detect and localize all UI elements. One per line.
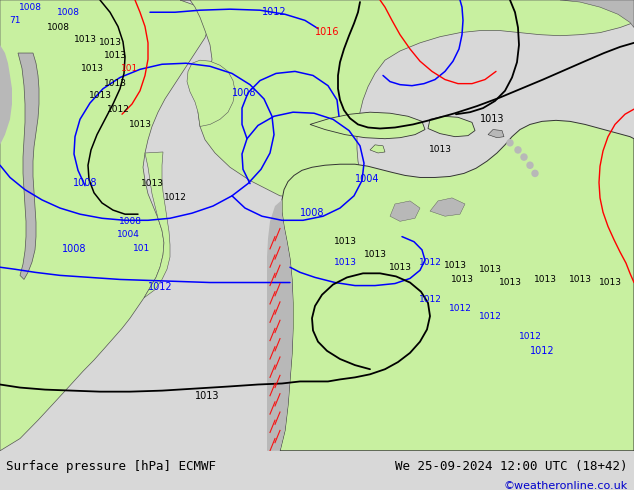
Circle shape: [521, 154, 527, 160]
Text: 1013: 1013: [479, 265, 501, 274]
Text: 1013: 1013: [389, 263, 411, 272]
Polygon shape: [180, 0, 634, 204]
Text: 1013: 1013: [129, 120, 152, 129]
Polygon shape: [187, 60, 235, 126]
Text: 101: 101: [133, 245, 151, 253]
Text: 1013: 1013: [480, 114, 505, 124]
Text: 1013: 1013: [451, 275, 474, 284]
Text: 1013: 1013: [81, 64, 103, 73]
Polygon shape: [390, 201, 420, 221]
Text: 1013: 1013: [333, 237, 356, 246]
Text: 1013: 1013: [363, 250, 387, 260]
Polygon shape: [0, 0, 210, 451]
Text: 1008: 1008: [232, 88, 257, 98]
Text: 1008: 1008: [119, 217, 141, 226]
Circle shape: [532, 171, 538, 176]
Text: 1008: 1008: [46, 23, 70, 32]
Polygon shape: [428, 116, 475, 137]
Text: 1013: 1013: [195, 391, 219, 401]
Text: 1012: 1012: [107, 105, 129, 114]
Circle shape: [527, 162, 533, 168]
Text: 1013: 1013: [103, 79, 127, 88]
Circle shape: [515, 147, 521, 153]
Text: 1012: 1012: [418, 295, 441, 304]
Text: 1013: 1013: [569, 275, 592, 284]
Polygon shape: [370, 145, 385, 153]
Text: 1013: 1013: [533, 275, 557, 284]
Text: 1004: 1004: [117, 230, 139, 239]
Polygon shape: [18, 53, 39, 279]
Polygon shape: [267, 200, 293, 451]
Text: 71: 71: [10, 16, 21, 25]
Text: 1012: 1012: [530, 346, 555, 356]
Text: 1012: 1012: [449, 303, 472, 313]
Text: 1008: 1008: [18, 2, 41, 12]
Text: We 25-09-2024 12:00 UTC (18+42): We 25-09-2024 12:00 UTC (18+42): [395, 460, 628, 473]
Text: 1012: 1012: [262, 7, 287, 17]
Text: Surface pressure [hPa] ECMWF: Surface pressure [hPa] ECMWF: [6, 460, 216, 473]
Text: 1013: 1013: [498, 278, 522, 287]
Text: 1013: 1013: [103, 50, 127, 60]
Text: 1016: 1016: [315, 26, 339, 37]
Text: 1013: 1013: [89, 91, 112, 100]
Text: 1008: 1008: [62, 244, 86, 254]
Text: 1012: 1012: [519, 332, 541, 341]
Polygon shape: [488, 129, 504, 138]
Text: 1013: 1013: [74, 35, 96, 44]
Text: 1013: 1013: [98, 38, 122, 48]
Text: 1013: 1013: [429, 146, 451, 154]
Text: 1008: 1008: [56, 8, 79, 17]
Polygon shape: [0, 45, 12, 145]
Text: 1013: 1013: [333, 258, 356, 267]
Polygon shape: [280, 121, 634, 451]
Text: 1012: 1012: [418, 258, 441, 267]
Text: 101: 101: [121, 64, 139, 73]
Polygon shape: [310, 112, 425, 139]
Text: 1013: 1013: [141, 179, 164, 188]
Text: 1013: 1013: [444, 261, 467, 270]
Text: ©weatheronline.co.uk: ©weatheronline.co.uk: [503, 481, 628, 490]
Polygon shape: [430, 198, 465, 216]
Polygon shape: [144, 152, 170, 298]
Text: 1008: 1008: [300, 208, 325, 218]
Text: 1008: 1008: [73, 177, 98, 188]
Text: 1012: 1012: [164, 194, 186, 202]
Polygon shape: [560, 0, 634, 27]
Text: 1012: 1012: [479, 312, 501, 320]
Circle shape: [507, 140, 513, 146]
Text: 1013: 1013: [598, 278, 621, 287]
Text: 1004: 1004: [355, 173, 380, 184]
Text: 1012: 1012: [148, 282, 172, 292]
